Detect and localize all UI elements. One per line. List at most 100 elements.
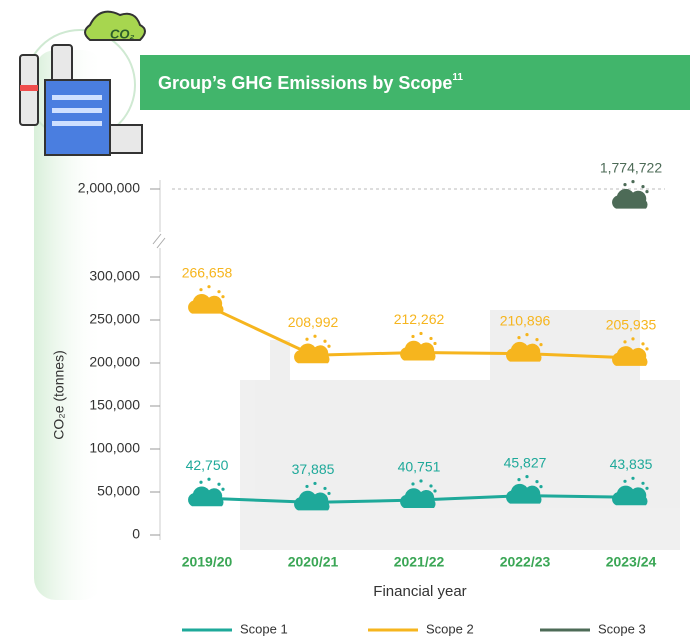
y-axis-label: CO₂e (tonnes) bbox=[51, 350, 67, 439]
y-tick-label: 300,000 bbox=[89, 268, 140, 284]
cloud-shape bbox=[188, 486, 224, 507]
cloud-dot bbox=[199, 480, 203, 484]
data-point bbox=[506, 333, 543, 362]
data-label: 37,885 bbox=[292, 461, 335, 477]
cloud-dot bbox=[641, 342, 645, 346]
data-label: 1,774,722 bbox=[600, 159, 662, 175]
cloud-dot bbox=[411, 482, 415, 486]
x-tick-label: 2019/20 bbox=[182, 554, 233, 570]
cloud-dot bbox=[645, 486, 649, 490]
cloud-dot bbox=[525, 474, 529, 479]
cloud-dot bbox=[539, 343, 543, 347]
data-point bbox=[188, 285, 225, 314]
x-tick-label: 2023/24 bbox=[606, 554, 657, 570]
cloud-dot bbox=[631, 337, 635, 341]
cloud-dot bbox=[645, 347, 649, 351]
cloud-shape bbox=[188, 293, 224, 314]
y-tick-label: 0 bbox=[132, 526, 140, 542]
cloud-shape bbox=[506, 341, 542, 362]
cloud-dot bbox=[199, 288, 203, 292]
data-point bbox=[506, 474, 543, 504]
y-tick-label: 2,000,000 bbox=[78, 180, 140, 196]
cloud-shape bbox=[612, 346, 648, 366]
factory-icon: CO₂ bbox=[19, 10, 146, 156]
data-label: 45,827 bbox=[504, 454, 547, 470]
data-label: 210,896 bbox=[500, 312, 551, 328]
cloud-dot bbox=[327, 491, 331, 496]
cloud-dot bbox=[433, 489, 437, 493]
data-point bbox=[612, 476, 649, 506]
cloud-dot bbox=[207, 285, 211, 289]
cloud-dot bbox=[631, 180, 635, 184]
cloud-dot bbox=[221, 487, 225, 491]
cloud-dot bbox=[433, 341, 437, 346]
axis-break bbox=[152, 233, 166, 249]
cloud-dot bbox=[217, 290, 221, 294]
cloud-dot bbox=[313, 481, 317, 486]
cloud-dot bbox=[323, 486, 327, 491]
cloud-shape bbox=[400, 488, 436, 508]
title-text: Group’s GHG Emissions by Scope bbox=[158, 73, 452, 93]
legend-label: Scope 1 bbox=[240, 621, 288, 636]
cloud-dot bbox=[207, 477, 211, 481]
x-tick-label: 2022/23 bbox=[500, 554, 551, 570]
cloud-dot bbox=[535, 338, 539, 342]
svg-text:CO₂: CO₂ bbox=[110, 26, 135, 41]
cloud-dot bbox=[517, 336, 521, 340]
cloud-shape bbox=[612, 188, 648, 209]
cloud-dot bbox=[525, 333, 529, 337]
y-tick-label: 50,000 bbox=[97, 483, 140, 499]
cloud-shape bbox=[400, 340, 436, 361]
x-axis-label: Financial year bbox=[373, 583, 466, 600]
data-label: 212,262 bbox=[394, 311, 445, 327]
x-tick-label: 2021/22 bbox=[394, 554, 445, 570]
factory-background bbox=[240, 310, 680, 550]
data-point bbox=[400, 479, 437, 508]
data-label: 42,750 bbox=[186, 457, 229, 473]
data-point bbox=[294, 481, 331, 511]
cloud-shape bbox=[294, 490, 330, 511]
cloud-dot bbox=[221, 295, 225, 299]
cloud-dot bbox=[323, 339, 327, 343]
data-label: 205,935 bbox=[606, 317, 657, 333]
cloud-dot bbox=[631, 476, 635, 480]
legend-label: Scope 3 bbox=[598, 621, 646, 636]
y-tick-label: 100,000 bbox=[89, 440, 140, 456]
data-point bbox=[400, 331, 437, 361]
legend-label: Scope 2 bbox=[426, 621, 474, 636]
title-note: 11 bbox=[452, 72, 463, 83]
cloud-dot bbox=[623, 340, 627, 344]
cloud-dot bbox=[429, 484, 433, 488]
x-tick-label: 2020/21 bbox=[288, 554, 339, 570]
header-bar bbox=[140, 55, 690, 110]
cloud-dot bbox=[623, 183, 627, 187]
y-tick-label: 150,000 bbox=[89, 397, 140, 413]
data-label: 266,658 bbox=[182, 264, 233, 280]
chart-title: Group’s GHG Emissions by Scope11 bbox=[158, 72, 463, 93]
cloud-dot bbox=[641, 481, 645, 485]
cloud-dot bbox=[645, 190, 649, 194]
cloud-dot bbox=[419, 479, 423, 483]
data-point bbox=[188, 477, 225, 507]
data-point bbox=[294, 334, 331, 364]
cloud-shape bbox=[612, 485, 648, 506]
cloud-dot bbox=[313, 334, 317, 338]
y-tick-label: 200,000 bbox=[89, 354, 140, 370]
data-label: 208,992 bbox=[288, 314, 339, 330]
cloud-dot bbox=[411, 334, 415, 339]
cloud-dot bbox=[623, 479, 627, 483]
data-point bbox=[612, 180, 649, 209]
data-label: 43,835 bbox=[610, 456, 653, 472]
data-point bbox=[612, 337, 649, 366]
side-panel bbox=[34, 50, 104, 600]
cloud-dot bbox=[517, 477, 521, 482]
data-label: 40,751 bbox=[398, 459, 441, 475]
cloud-dot bbox=[419, 331, 423, 336]
cloud-dot bbox=[535, 479, 539, 484]
cloud-dot bbox=[305, 484, 309, 489]
cloud-shape bbox=[294, 343, 330, 364]
cloud-dot bbox=[327, 344, 331, 348]
cloud-dot bbox=[429, 336, 433, 341]
